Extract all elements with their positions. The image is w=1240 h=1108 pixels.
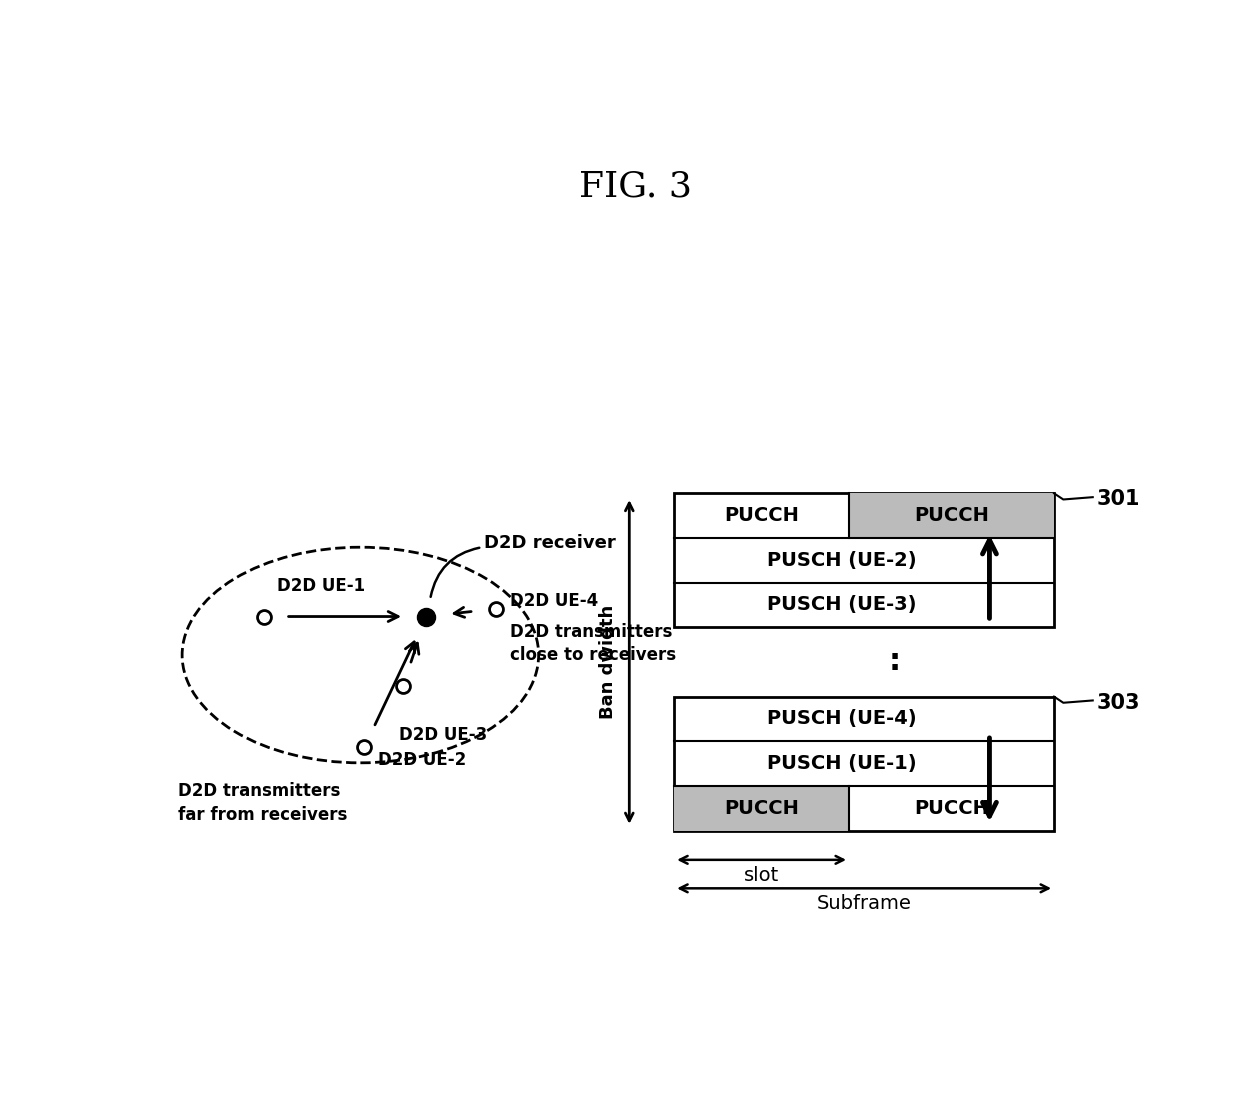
Text: PUCCH: PUCCH xyxy=(914,799,990,818)
Text: FIG. 3: FIG. 3 xyxy=(579,170,692,204)
Text: D2D UE-4: D2D UE-4 xyxy=(510,592,598,611)
Text: PUSCH (UE-1): PUSCH (UE-1) xyxy=(766,755,916,773)
Text: Subframe: Subframe xyxy=(817,894,911,913)
Bar xyxy=(849,493,1054,538)
Text: slot: slot xyxy=(744,866,779,885)
Text: PUCCH: PUCCH xyxy=(724,799,799,818)
Text: PUCCH: PUCCH xyxy=(724,506,799,525)
Text: D2D UE-3: D2D UE-3 xyxy=(399,726,487,743)
Text: D2D UE-1: D2D UE-1 xyxy=(278,577,366,595)
Bar xyxy=(675,786,849,831)
Text: D2D transmitters
close to receivers: D2D transmitters close to receivers xyxy=(510,623,676,665)
Text: :: : xyxy=(888,647,900,677)
Text: PUSCH (UE-2): PUSCH (UE-2) xyxy=(766,551,916,570)
Bar xyxy=(675,697,1054,831)
Text: 301: 301 xyxy=(1096,490,1140,510)
Text: PUSCH (UE-3): PUSCH (UE-3) xyxy=(766,595,916,615)
Bar xyxy=(675,493,1054,627)
Text: 303: 303 xyxy=(1096,692,1140,712)
Text: Ban dwidth: Ban dwidth xyxy=(599,605,616,719)
Text: D2D transmitters
far from receivers: D2D transmitters far from receivers xyxy=(179,782,347,823)
Text: D2D receiver: D2D receiver xyxy=(485,534,616,553)
Text: PUCCH: PUCCH xyxy=(914,506,990,525)
Text: PUSCH (UE-4): PUSCH (UE-4) xyxy=(766,709,916,728)
Bar xyxy=(849,493,1054,538)
Text: D2D UE-2: D2D UE-2 xyxy=(378,751,466,769)
Bar xyxy=(675,786,849,831)
